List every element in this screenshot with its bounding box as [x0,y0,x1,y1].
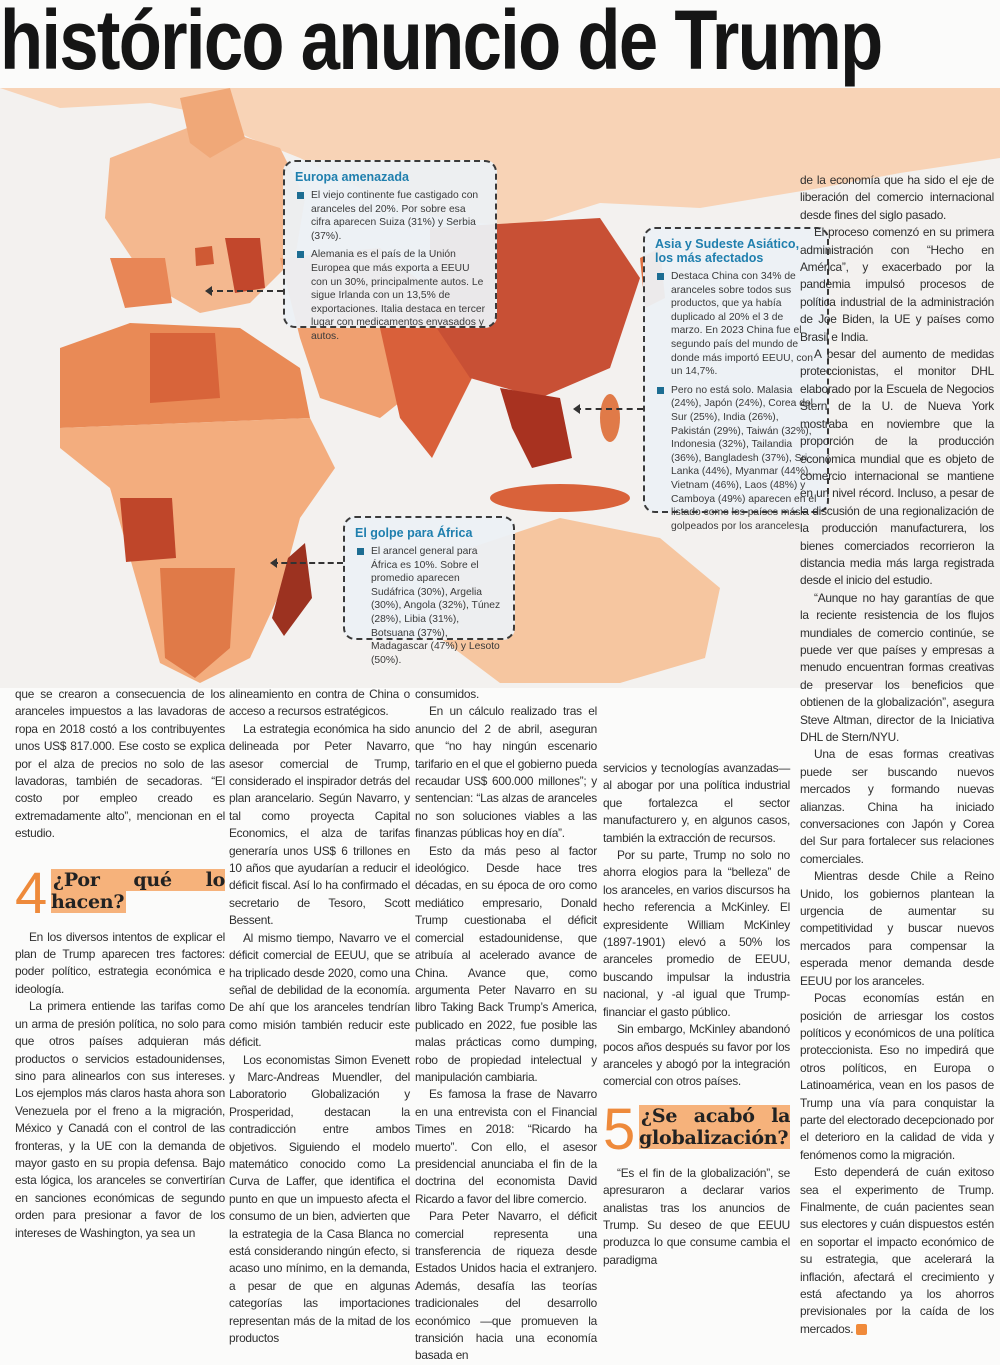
region-madagascar [272,543,312,636]
paragraph: A pesar del aumento de medidas proteccio… [800,347,994,588]
section-number: 5 [603,1096,636,1162]
paragraph: consumidos. [415,687,480,701]
africa-pointer-arrow-icon [270,558,343,568]
region-russia [0,88,1000,228]
paragraph: Mientras desde Chile a Reino Unido, los … [800,869,994,988]
paragraph: La primera entiende las tarifas como un … [15,999,225,1240]
section-number: 4 [15,860,48,926]
europe-bullet: Alemania es el país de la Unión Europea … [295,248,485,343]
paragraph: Sin embargo, McKinley abandonó pocos año… [603,1022,790,1089]
paragraph: Esto da más peso al factor ideológico. D… [415,843,597,1084]
region-balkans [225,238,265,293]
section-heading-4: 4 ¿Por qué lo hacen? [15,860,225,926]
europe-box-title: Europa amenazada [295,170,409,184]
africa-bullet: El arancel general para África es 10%. S… [355,545,503,667]
paragraph: “Aunque no hay garantías de que la recie… [800,590,994,744]
region-iberia [110,258,172,308]
section-heading-5: 5 ¿Se acabó la globalización? [603,1096,791,1162]
region-philippines [600,394,620,442]
asia-box-title: Asia y Sudeste Asiático, los más afectad… [655,237,800,265]
region-southeast-asia [500,388,572,468]
article-column-4: servicios y tecnologías avanzadas— al ab… [603,760,790,1269]
europe-pointer-arrow-icon [205,286,283,296]
article-column-1: que se crearon a consecuencia de los ara… [15,686,225,1242]
paragraph: Es famosa la frase de Navarro en una ent… [415,1087,597,1206]
paragraph: de la economía que ha sido el eje de lib… [800,173,994,222]
europe-bullet: El viejo continente fue castigado con ar… [295,189,485,243]
section-title: ¿Se acabó la globalización? [639,1104,791,1149]
headline: histórico anuncio de Trump [0,0,883,87]
region-scandinavia [180,88,245,158]
region-libya [150,333,220,403]
end-of-article-icon [856,1324,868,1336]
africa-info-box: El golpe para África El arancel general … [343,516,515,666]
region-angola [120,498,176,562]
paragraph: “Es el fin de la globalización”, se apre… [603,1165,790,1267]
paragraph: servicios y tecnologías avanzadas— al ab… [603,761,790,845]
paragraph: La estrategia económica ha sido delinead… [229,721,410,928]
paragraph: En los diversos intentos de explicar el … [15,929,225,996]
paragraph: Para Peter Navarro, el déficit comercial… [415,1209,597,1363]
region-southern-africa [160,568,235,678]
article-column-3: consumidos. En un cálculo realizado tras… [415,686,597,1365]
article-column-2: alineamiento en contra de China o acceso… [229,686,410,1347]
asia-bullet: Pero no está solo. Malasia (24%), Japón … [655,384,817,534]
paragraph: Una de esas formas creativas puede ser b… [800,747,994,866]
paragraph: El proceso comenzó en su primera adminis… [800,225,994,344]
asia-pointer-arrow-icon [573,404,643,414]
region-switzerland [195,246,214,266]
paragraph: En un cálculo realizado tras el anuncio … [415,704,597,841]
asia-bullet: Destaca China con 34% de aranceles sobre… [655,270,817,379]
paragraph: alineamiento en contra de China o acceso… [229,687,410,719]
europe-info-box: Europa amenazada El viejo continente fue… [283,160,497,342]
paragraph: Pocas economías están en posición de arr… [800,991,994,1162]
section-title: ¿Por qué lo hacen? [51,868,225,913]
paragraph: Los economistas Simon Evenett y Marc-And… [229,1052,410,1346]
paragraph: Por su parte, Trump no solo no ahorra el… [603,848,790,1019]
paragraph: Al mismo tiempo, Navarro ve el déficit c… [229,930,410,1050]
region-africa [60,418,335,683]
asia-info-box: Asia y Sudeste Asiático, los más afectad… [643,227,829,532]
region-india [380,318,472,458]
article-column-5: de la economía que ha sido el eje de lib… [800,172,994,1338]
region-indonesia [490,484,630,512]
africa-box-title: El golpe para África [355,526,473,540]
paragraph: que se crearon a consecuencia de los ara… [15,687,225,841]
